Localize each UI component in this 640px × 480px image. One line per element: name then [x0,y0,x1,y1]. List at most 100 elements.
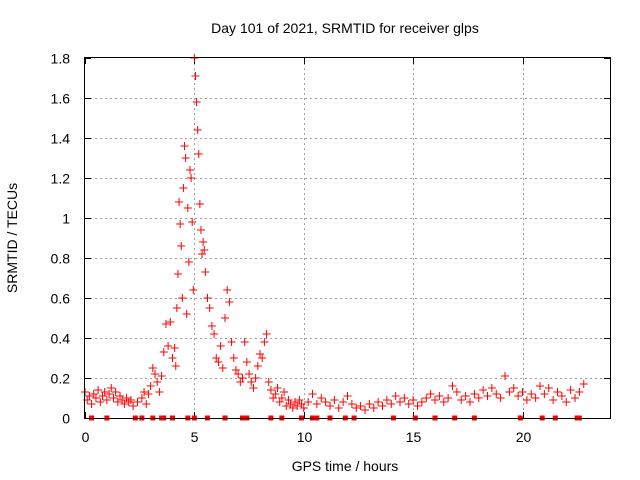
y-tick-label: 1.2 [51,171,71,187]
data-point [505,388,514,396]
y-tick-label: 1.8 [51,51,71,67]
data-point [470,390,479,398]
data-point [522,396,531,404]
data-point [391,392,400,400]
x-tick-label: 20 [516,429,532,445]
data-point [382,396,391,404]
data-point [352,404,361,412]
data-point [330,396,339,404]
data-point [291,398,299,406]
data-point [151,370,159,378]
data-point [266,386,275,394]
data-point [448,382,457,390]
data-point [171,362,180,370]
data-point [251,374,260,382]
data-point [170,344,179,352]
data-point [122,394,131,402]
data-point [183,204,192,212]
data-point [227,338,236,346]
data-point [157,372,166,380]
data-point [557,392,566,400]
data-point [178,294,187,302]
data-point [229,354,238,362]
data-point [457,396,466,404]
y-tick-label: 0 [62,411,70,427]
y-tick-labels: 0 0.2 0.4 0.6 0.8 1 1.2 1.4 1.6 1.8 [51,51,71,427]
y-tick-label: 1.6 [51,91,71,107]
data-point [155,388,164,396]
data-point [188,218,197,226]
y-tick-label: 0.2 [51,371,71,387]
data-point [105,390,114,398]
data-point [234,370,243,378]
x-tick-label: 5 [191,429,199,445]
data-point [221,314,229,322]
data-point [129,402,138,410]
x-tick-label: 0 [82,429,90,445]
data-point [286,400,295,408]
data-point [161,320,170,328]
data-point [159,348,168,356]
data-point [277,394,286,402]
y-axis-label: SRMTID / TECUs [4,183,20,293]
data-point [231,366,240,374]
data-point [474,394,483,402]
data-point [98,392,107,400]
data-point [404,400,413,408]
data-point [258,354,267,362]
data-point [223,286,232,294]
data-point [365,400,374,408]
data-point [195,200,204,208]
data-point [553,388,562,396]
data-point [87,400,96,408]
data-point [297,400,306,408]
data-point [273,384,282,392]
data-point [116,392,124,400]
data-point [326,402,334,410]
data-point [192,98,201,106]
data-point [146,382,155,390]
data-point [148,364,157,372]
data-point [96,398,105,406]
data-point [176,220,185,228]
data-point [575,388,584,396]
data-point [260,338,269,346]
data-point [124,398,133,406]
data-point [571,394,579,402]
data-point [175,198,184,206]
data-point [549,396,558,404]
data-point [396,398,404,406]
data-point [247,378,256,386]
data-point [100,388,109,396]
data-point [218,364,227,372]
data-point [509,384,518,392]
data-point [262,330,271,338]
data-point [492,390,501,398]
data-point [288,404,297,412]
data-point [205,304,214,312]
data-point [153,378,162,386]
data-point [225,298,234,306]
data-point [562,398,571,406]
data-point [361,406,369,414]
data-point [126,396,135,404]
data-point [189,286,198,294]
data-point [356,402,365,410]
data-point [240,338,249,346]
data-point [317,394,326,402]
data-point [334,404,343,412]
data-point [540,390,549,398]
data-point [200,246,209,254]
data-point [431,396,439,404]
data-point [426,390,435,398]
data-point [137,394,146,402]
x-axis-label: GPS time / hours [292,458,399,474]
chart-title: Day 101 of 2021, SRMTID for receiver glp… [211,20,479,36]
data-point [479,386,488,394]
data-point [518,388,527,396]
data-point [339,398,348,406]
data-point [466,398,474,406]
data-point [181,154,190,162]
data-point [177,242,186,250]
